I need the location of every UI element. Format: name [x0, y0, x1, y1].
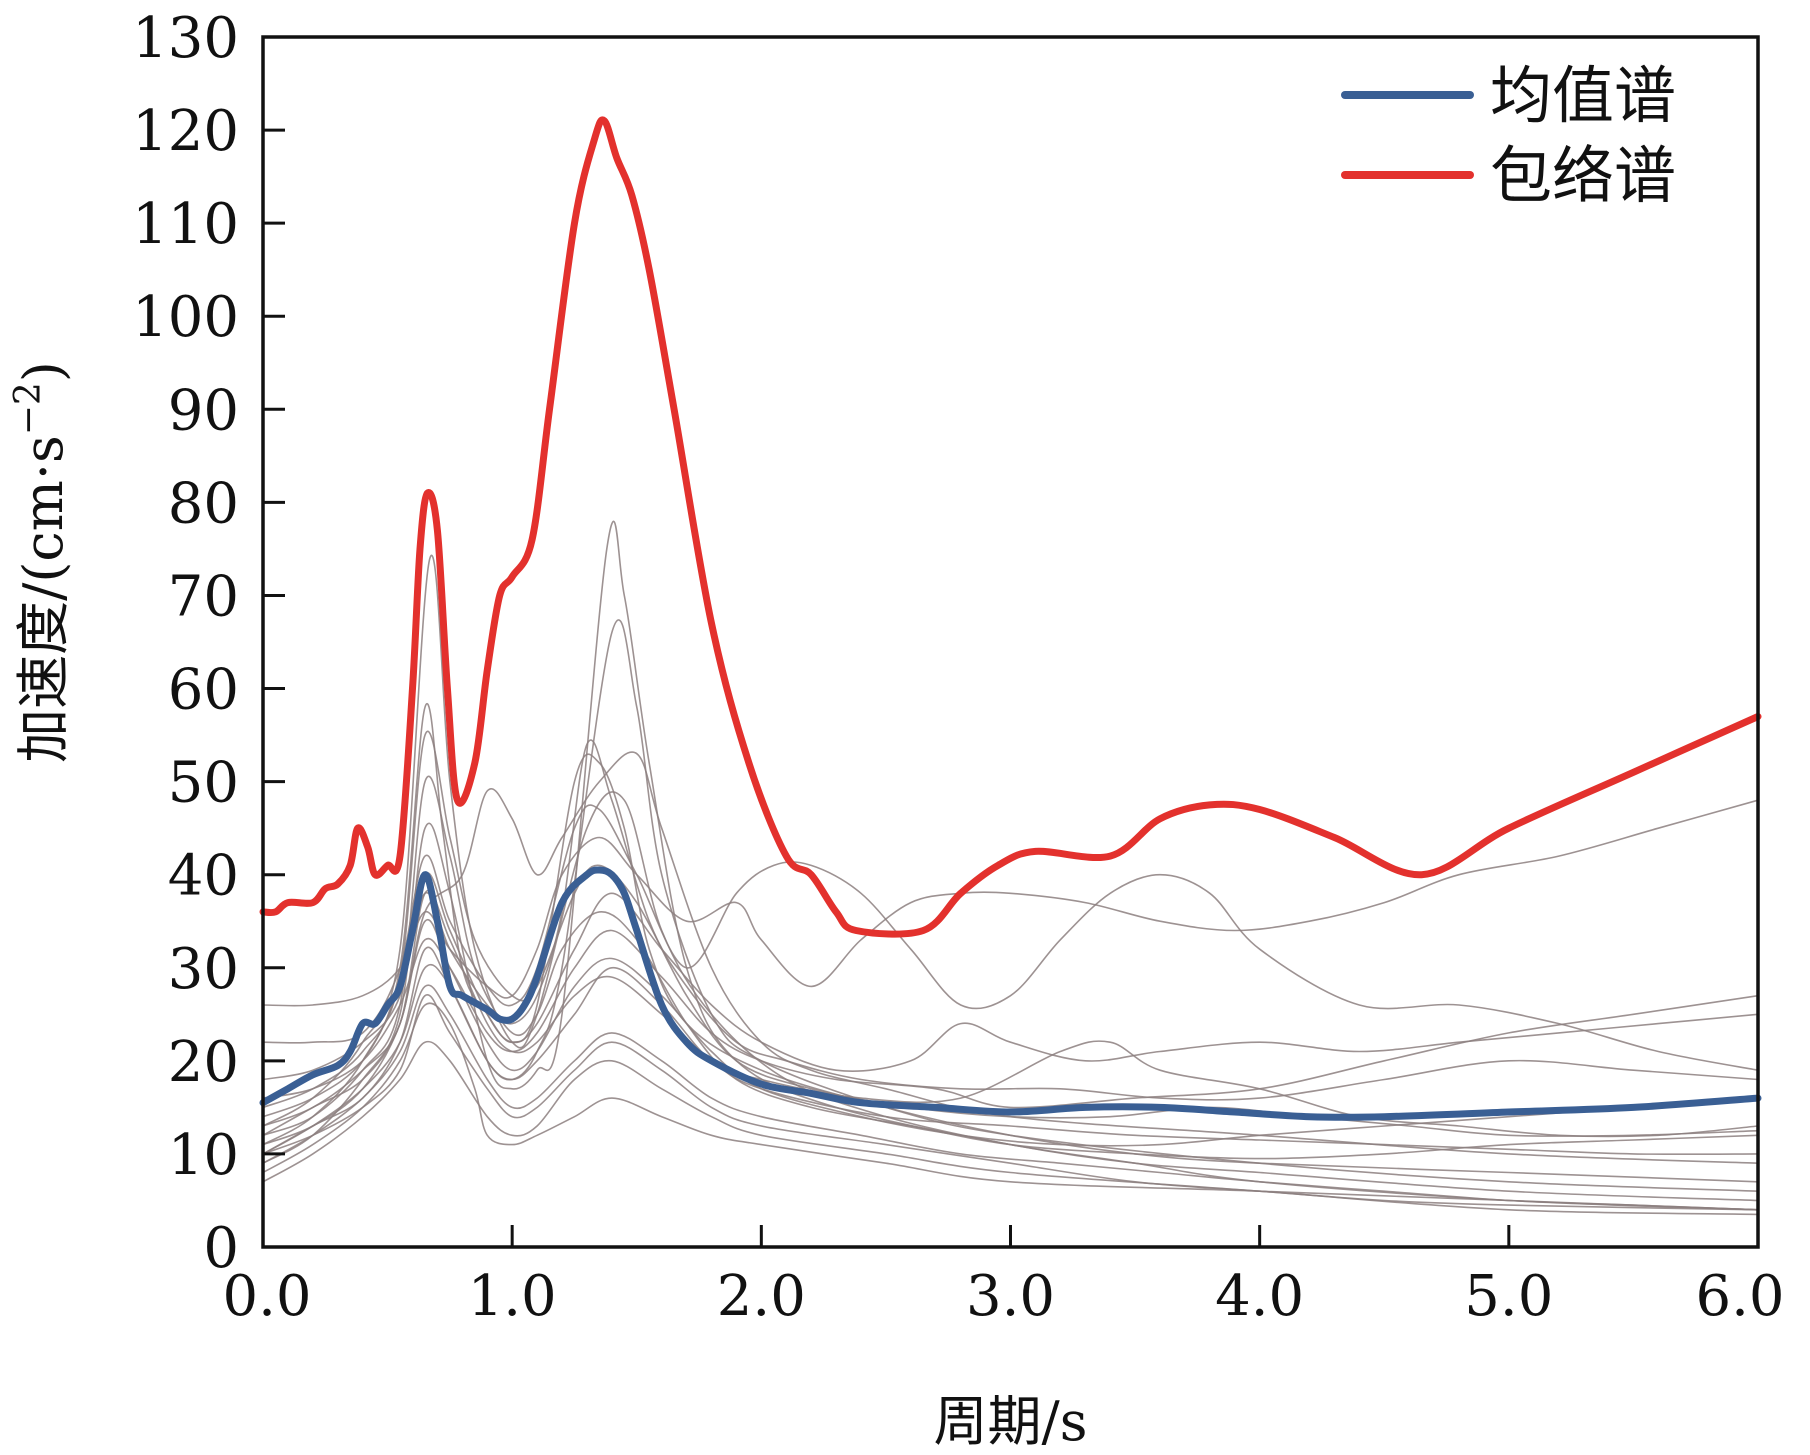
record-spectrum-line-17: [262, 984, 1759, 1211]
x-tick-label: 5.0: [1464, 1264, 1553, 1329]
y-tick-label: 70: [168, 564, 239, 629]
y-axis-title-main: 加速度/(cm·s: [12, 435, 75, 763]
record-spectrum-line-19: [262, 994, 1759, 1211]
y-tick-label: 40: [168, 844, 239, 909]
y-tick-label: 20: [168, 1030, 239, 1095]
legend-label: 包络谱: [1490, 139, 1676, 212]
record-spectrum-line-1: [262, 703, 1759, 1183]
legend-item: 均值谱: [1341, 59, 1676, 132]
record-spectrum-line-16: [262, 918, 1759, 1147]
x-tick-label: 1.0: [468, 1264, 557, 1329]
record-spectrum-line-14: [262, 775, 1759, 1160]
record-spectrum-line-8: [262, 799, 1759, 1007]
record-spectrum-line-3: [262, 554, 1759, 1211]
x-tick-label: 4.0: [1215, 1264, 1304, 1329]
y-axis-title: 加速度/(cm·s−2): [8, 361, 75, 763]
y-axis-title-exponent: −2: [8, 382, 49, 435]
x-tick-label: 3.0: [966, 1264, 1055, 1329]
summary-spectra: [259, 116, 1762, 1121]
record-spectrum-line-11: [262, 929, 1759, 1109]
x-tick-label: 2.0: [717, 1264, 806, 1329]
y-tick-label: 0: [203, 1216, 239, 1281]
record-spectrum-line-9: [262, 1002, 1759, 1211]
plot-frame: [261, 35, 1760, 1249]
mean-spectrum-line: [259, 866, 1762, 1121]
y-tick-label: 60: [168, 658, 239, 723]
y-tick-label: 100: [132, 285, 239, 350]
y-tick-label: 110: [132, 192, 239, 257]
record-spectrum-line-15: [262, 730, 1759, 1138]
legend-item: 包络谱: [1341, 139, 1676, 212]
record-spectrum-line-13: [262, 946, 1759, 1155]
y-axis-title-close: ): [12, 361, 75, 382]
record-spectrum-line-12: [262, 872, 1759, 1081]
legend-label: 均值谱: [1490, 59, 1676, 132]
y-tick-label: 120: [132, 99, 239, 164]
record-spectrum-line-10: [262, 1040, 1759, 1216]
y-tick-label: 90: [168, 378, 239, 443]
y-tick-label: 30: [168, 937, 239, 1002]
record-spectrum-line-5: [262, 619, 1759, 1192]
envelope-spectrum-line: [259, 116, 1762, 938]
y-tick-label: 10: [168, 1123, 239, 1188]
y-tick-label: 80: [168, 471, 239, 536]
y-tick-label: 130: [132, 6, 239, 71]
record-spectrum-line-7: [262, 804, 1759, 1071]
x-tick-label: 0.0: [222, 1264, 311, 1329]
axis-tick-labels: 0.0 1.0 2.0 3.0 4.0 5.0 6.0 0 10 20 30 40 50 60 70 80 90…: [132, 6, 1784, 1329]
axis-ticks: [261, 35, 1760, 1249]
x-tick-label: 6.0: [1695, 1264, 1784, 1329]
y-tick-label: 50: [168, 751, 239, 816]
x-axis-title: 周期/s: [934, 1390, 1088, 1453]
